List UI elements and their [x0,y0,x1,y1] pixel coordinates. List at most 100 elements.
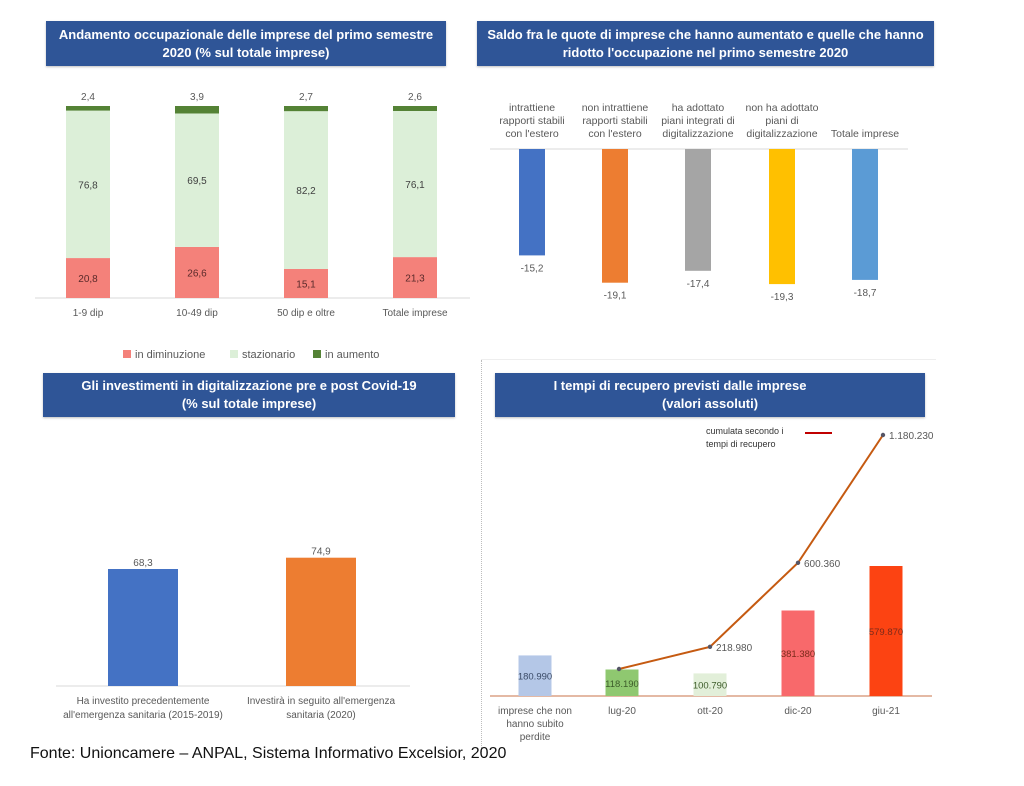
chart2-category-label: piani di [765,115,798,127]
chart1-bar-in-aumento [66,106,110,111]
chart1-title-line1: Andamento occupazionale delle imprese de… [58,26,434,42]
chart2-category-label: intrattiene [509,102,555,114]
chart2-category-label: con l'estero [588,128,642,140]
chart2-data-label: -15,2 [521,263,544,274]
chart1-category-label: 1-9 dip [73,308,104,319]
chart1-bar-in-aumento [284,106,328,112]
chart1-category-label: 10-49 dip [176,308,218,319]
chart1-data-label: 15,1 [296,280,316,291]
chart2-category-label: rapporti stabili [499,115,564,127]
chart2-category-label: rapporti stabili [582,115,647,127]
chart2-category-label: non intrattiene [582,102,649,114]
chart1-data-label: 2,4 [81,92,95,103]
chart4-category-label: hanno subito [506,719,564,730]
chart2-bar [602,149,628,283]
chart1-bar-stazionario [393,110,437,258]
chart1-data-label: 76,8 [78,180,98,191]
chart1-legend-label: in diminuzione [135,349,205,361]
chart4-title-line1: I tempi di recupero previsti dalle impre… [553,378,807,393]
chart2-category-label: non ha adottato [746,102,819,114]
chart2-data-label: -18,7 [854,288,877,299]
source-note: Fonte: Unioncamere – ANPAL, Sistema Info… [30,745,507,762]
chart4-line-label: 218.980 [716,643,753,654]
chart1-bar-in-diminuzione [66,258,110,298]
chart1-legend-label: in aumento [325,349,379,361]
chart3-bar [108,569,178,686]
chart4-bar [605,669,639,696]
chart1-data-label: 26,6 [187,268,207,279]
chart2-category-label: digitalizzazione [662,128,733,140]
chart4-title: I tempi di recupero previsti dalle impre… [495,373,925,417]
chart4-line-label: 600.360 [804,559,841,570]
chart1-legend-swatch [123,350,131,358]
chart2-bar [852,149,878,280]
chart4-frame-top [481,359,936,360]
chart3-data-label: 74,9 [311,547,331,558]
chart4-bar-label: 180.990 [518,672,552,683]
chart2-category-label: Totale imprese [831,128,899,140]
chart4-bar [781,610,815,696]
chart1-category-label: 50 dip e oltre [277,308,335,319]
chart1-bar-stazionario [175,113,219,247]
chart1-bar-in-diminuzione [175,246,219,298]
chart2-bar [519,149,545,256]
chart4-category-label: dic-20 [784,706,812,717]
chart1-bar-stazionario [66,110,110,259]
chart4-bar [693,673,727,696]
chart4-bar [869,566,903,696]
chart2-data-label: -19,1 [604,291,627,302]
chart2-category-label: ha adottato [672,102,725,114]
chart1-legend-label: stazionario [242,349,295,361]
chart2-title: Saldo fra le quote di imprese che hanno … [477,21,934,66]
chart1-data-label: 76,1 [405,180,425,191]
chart2-category-label: digitalizzazione [746,128,817,140]
chart1-category-label: Totale imprese [382,308,447,319]
chart4-line-point [795,560,801,565]
chart4-legend-label: cumulata secondo i [706,426,784,436]
chart1-data-label: 69,5 [187,176,207,187]
chart3-title-line2: (% sul totale imprese) [181,396,317,411]
chart4-bar-label: 579.870 [869,627,903,638]
chart4-cumulative-line [618,434,884,670]
chart1-title: Andamento occupazionale delle imprese de… [46,21,446,66]
chart1-data-label: 20,8 [78,274,98,285]
chart2-title-line1: Saldo fra le quote di imprese che hanno … [487,26,924,42]
chart2-category-label: piani integrati di [661,115,735,127]
chart1-legend-swatch [230,350,238,358]
chart3-category-label: all'emergenza sanitaria (2015-2019) [63,710,223,721]
chart4-category-label: imprese che non [498,706,572,717]
chart3-title: Gli investimenti in digitalizzazione pre… [43,373,455,417]
chart4-category-label: lug-20 [608,706,636,717]
chart4-frame-left [481,360,482,752]
chart2-title-line2: ridotto l'occupazione nel primo semestre… [562,44,849,60]
chart1-legend-swatch [313,350,321,358]
chart2-bar [685,149,711,271]
chart1-title-line2: 2020 (% sul totale imprese) [162,44,330,60]
chart3-data-label: 68,3 [133,558,153,569]
chart1-bar-in-aumento [393,106,437,111]
chart4-category-label: ott-20 [697,706,723,717]
chart4-bar [518,655,552,696]
chart3-title-line1: Gli investimenti in digitalizzazione pre… [81,378,417,393]
chart1-data-label: 82,2 [296,186,316,197]
chart4-bar-label: 100.790 [693,681,727,692]
chart4-category-label: perdite [520,732,551,743]
chart2-data-label: -19,3 [771,292,794,303]
chart2-bar [769,149,795,285]
chart4-line-point [707,644,713,649]
chart3-category-label: sanitaria (2020) [286,710,355,721]
chart4-legend-label: tempi di recupero [706,439,776,449]
chart2-data-label: -17,4 [687,279,710,290]
chart1-data-label: 2,6 [408,92,422,103]
chart1-bar-in-diminuzione [393,257,437,298]
chart1-data-label: 3,9 [190,92,204,103]
chart4-category-label: giu-21 [872,706,900,717]
chart4-bar-label: 381.380 [781,649,815,660]
chart4-title-line2: (valori assoluti) [661,396,759,411]
chart1-bar-stazionario [284,111,328,270]
chart1-bar-in-aumento [175,106,219,114]
chart1-bar-in-diminuzione [284,269,328,298]
chart2-category-label: con l'estero [505,128,559,140]
chart4-line-point [616,666,622,672]
